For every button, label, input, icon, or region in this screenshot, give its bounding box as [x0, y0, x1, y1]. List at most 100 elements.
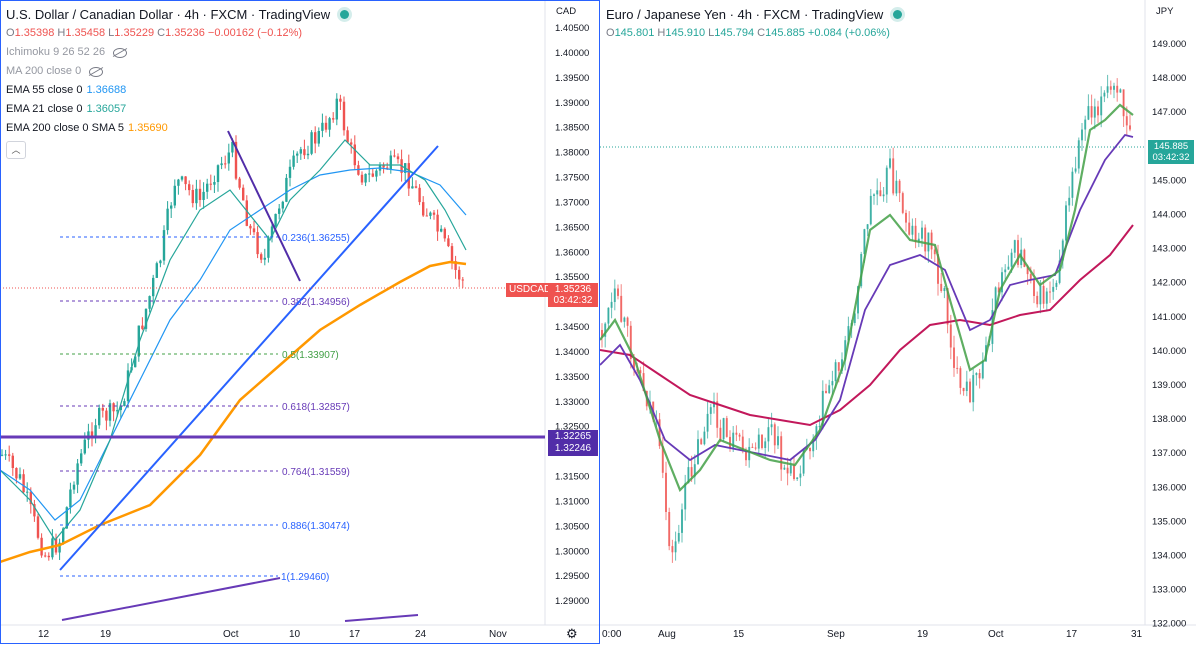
candle-body — [353, 144, 356, 166]
price-tick-label: 1.32500 — [555, 422, 589, 433]
candle-body — [180, 176, 184, 180]
candle-body — [956, 367, 959, 369]
eurjpy-title: Euro / Japanese Yen · 4h · FXCM · Tradin… — [606, 5, 903, 24]
candle-body — [346, 130, 349, 143]
current-price-tag: 145.885 03:42:32 — [1148, 140, 1194, 164]
candle-body — [933, 249, 936, 255]
candle-body — [328, 118, 331, 130]
candle-body — [783, 467, 786, 470]
candle-body — [825, 390, 827, 394]
time-tick-label: 17 — [349, 629, 361, 640]
candle-body — [937, 254, 939, 284]
usdcad-chart-canvas[interactable]: 1.40500 1.40000 1.39500 1.39000 1.38500 1.380… — [0, 0, 600, 656]
eurjpy-chart-canvas[interactable]: 149.000148.000147.000146.000145.000144.0… — [600, 0, 1196, 656]
candle-body — [601, 330, 603, 337]
candle-body — [173, 185, 176, 206]
candle-body — [789, 465, 792, 474]
hidden-eye-icon[interactable] — [89, 66, 104, 77]
candle-body — [818, 426, 821, 428]
candle-body — [58, 542, 61, 553]
candle-body — [450, 246, 454, 262]
candle-body — [1068, 197, 1071, 206]
candle-body — [1058, 260, 1061, 283]
candle-body — [754, 447, 757, 449]
fib-level-label: 1(1.29460) — [281, 572, 329, 583]
candle-body — [866, 224, 869, 230]
indicator-ichimoku[interactable]: Ichimoku 9 26 52 26 — [6, 43, 349, 62]
ema200-line — [0, 260, 467, 564]
indicator-ma200[interactable]: MA 200 close 0 — [6, 62, 349, 81]
candle-body — [155, 263, 158, 278]
candle-body — [188, 184, 191, 191]
candle-body — [898, 180, 901, 194]
indicator-ema200[interactable]: EMA 200 close 0 SMA 5 1.35690 — [6, 119, 349, 138]
candle-body — [978, 373, 981, 379]
candle-body — [440, 228, 443, 232]
candle-body — [209, 183, 212, 185]
candle-body — [738, 434, 741, 437]
candle-body — [382, 164, 385, 168]
candle-body — [69, 489, 72, 508]
candle-body — [786, 467, 789, 474]
candle-body — [1023, 249, 1026, 267]
price-tick-label: 1.29500 — [555, 571, 589, 582]
candle-body — [184, 176, 187, 185]
candle-body — [321, 122, 324, 131]
fib-level-label: 0.886(1.30474) — [282, 521, 350, 532]
candle-body — [1081, 129, 1083, 141]
indicator-ema21[interactable]: EMA 21 close 0 1.36057 — [6, 100, 349, 119]
eurjpy-legend: Euro / Japanese Yen · 4h · FXCM · Tradin… — [606, 5, 903, 43]
time-tick-label: 0:00 — [602, 629, 622, 640]
price-tick-label: 139.000 — [1152, 380, 1186, 391]
candle-body — [339, 98, 342, 102]
candle-body — [761, 434, 763, 448]
eurjpy-chart-pane[interactable]: 149.000148.000147.000146.000145.000144.0… — [600, 0, 1196, 656]
candle-body — [454, 261, 457, 270]
candle-body — [895, 180, 898, 194]
candle-body — [764, 441, 767, 448]
hidden-eye-icon[interactable] — [113, 47, 128, 58]
price-tick-label: 1.30500 — [555, 521, 589, 532]
candle-body — [281, 201, 284, 209]
candle-body — [626, 317, 629, 326]
candle-body — [873, 194, 875, 196]
candle-body — [1071, 171, 1074, 198]
candle-body — [375, 170, 378, 177]
candle-body — [725, 418, 728, 437]
time-tick-label: 12 — [38, 629, 50, 640]
usdcad-chart-pane[interactable]: 1.40500 1.40000 1.39500 1.39000 1.38500 1.380… — [0, 0, 600, 656]
close-value: 1.35236 — [165, 27, 205, 39]
price-tick-label: 149.000 — [1152, 39, 1186, 50]
candle-body — [144, 308, 148, 329]
candle-body — [310, 132, 313, 154]
candle-body — [332, 118, 335, 120]
lower-channel-line-2 — [344, 614, 419, 622]
candle-body — [1084, 119, 1087, 130]
candle-body — [1129, 125, 1131, 130]
collapse-legend-button[interactable]: ︿ — [6, 141, 26, 159]
price-tick-label: 138.000 — [1152, 414, 1186, 425]
candle-body — [949, 324, 952, 348]
candle-body — [1001, 272, 1003, 293]
candle-body — [665, 472, 667, 512]
candle-body — [729, 436, 731, 449]
price-tick-label: 1.36000 — [555, 247, 589, 258]
candle-body — [386, 167, 389, 170]
indicator-ema55[interactable]: EMA 55 close 0 1.36688 — [6, 81, 349, 100]
fib-level-label: 0.382(1.34956) — [282, 297, 350, 308]
horizontal-line-tag: 1.32265 1.32246 — [548, 430, 598, 456]
candle-body — [242, 187, 245, 201]
candle-body — [227, 152, 230, 164]
high-value: 1.35458 — [65, 27, 106, 39]
candle-body — [1106, 86, 1109, 93]
price-tick-label: 136.000 — [1152, 482, 1186, 493]
ema55-line — [0, 167, 467, 521]
candle-body — [633, 359, 635, 370]
candle-body — [252, 228, 256, 233]
candle-body — [216, 165, 220, 182]
candle-body — [629, 325, 632, 359]
candle-body — [1109, 86, 1112, 90]
candle-body — [911, 225, 914, 235]
candle-body — [607, 307, 610, 324]
candle-body — [943, 288, 946, 291]
